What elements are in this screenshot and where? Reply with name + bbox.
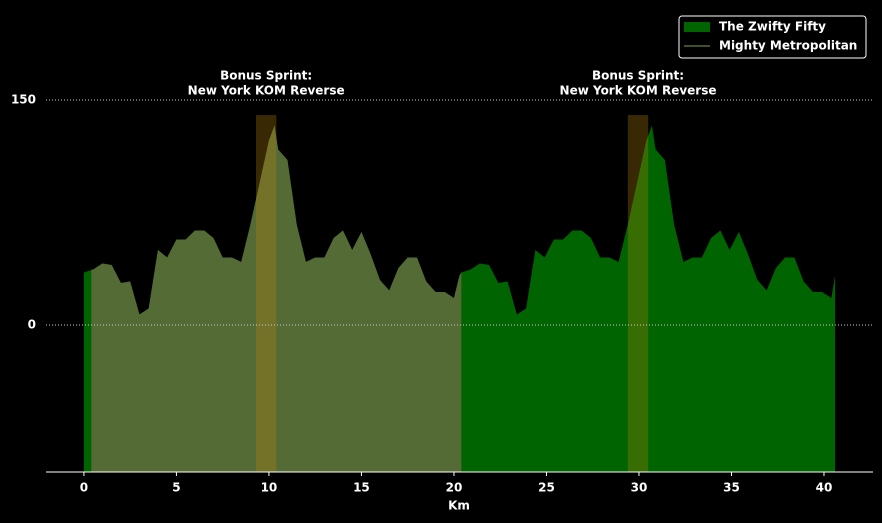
sprint-label: Bonus Sprint: bbox=[220, 69, 312, 83]
sprint-label: New York KOM Reverse bbox=[560, 84, 717, 98]
x-tick-label: 30 bbox=[631, 481, 648, 495]
x-tick-label: 20 bbox=[446, 481, 463, 495]
sprint-span bbox=[627, 115, 649, 472]
area bbox=[91, 125, 462, 472]
sprint-span bbox=[255, 115, 277, 472]
x-tick-label: 5 bbox=[172, 481, 180, 495]
legend-label: Mighty Metropolitan bbox=[719, 39, 857, 53]
sprint-label: New York KOM Reverse bbox=[188, 84, 345, 98]
sprint-label: Bonus Sprint: bbox=[592, 69, 684, 83]
legend-swatch bbox=[684, 22, 710, 32]
y-tick-label: 150 bbox=[11, 93, 36, 107]
x-tick-label: 35 bbox=[723, 481, 740, 495]
y-tick-label: 0 bbox=[28, 318, 36, 332]
x-tick-label: 10 bbox=[261, 481, 278, 495]
x-tick-label: 25 bbox=[538, 481, 555, 495]
x-tick-label: 0 bbox=[80, 481, 88, 495]
legend-box bbox=[678, 15, 867, 59]
x-axis-label: Km bbox=[448, 499, 470, 513]
x-tick-label: 40 bbox=[816, 481, 833, 495]
x-tick-label: 15 bbox=[353, 481, 370, 495]
legend-label: The Zwifty Fifty bbox=[719, 20, 826, 34]
